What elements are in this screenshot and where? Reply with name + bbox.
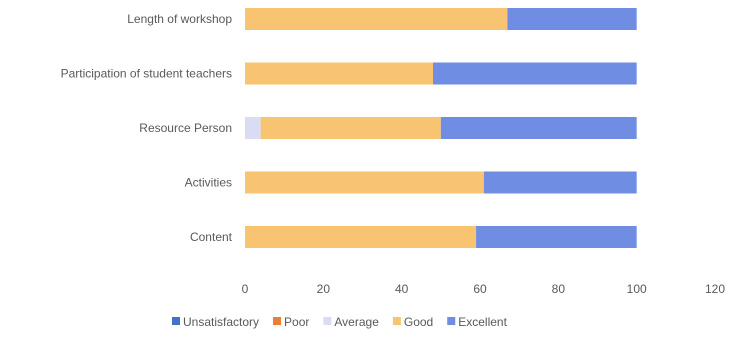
x-tick-label: 40 — [395, 282, 409, 296]
x-tick-label: 0 — [242, 282, 249, 296]
legend-swatch-average — [323, 317, 332, 325]
bar-segment-good — [245, 8, 508, 30]
category-label: Length of workshop — [127, 12, 232, 26]
bar-segment-excellent — [476, 226, 637, 248]
legend-label: Average — [334, 315, 379, 329]
bar-segment-excellent — [483, 171, 637, 194]
legend-label: Unsatisfactory — [183, 315, 259, 329]
legend-swatch-good — [392, 317, 401, 325]
bar-segment-good — [245, 62, 433, 85]
legend-label: Good — [404, 315, 433, 329]
bar-segment-excellent — [433, 62, 637, 85]
bar-segment-good — [260, 117, 441, 139]
category-label: Content — [190, 230, 233, 244]
x-tick-label: 80 — [552, 282, 566, 296]
bar-segment-excellent — [507, 8, 637, 30]
bar-segment-average — [245, 117, 261, 139]
x-tick-label: 60 — [473, 282, 487, 296]
category-label: Resource Person — [139, 121, 232, 135]
legend-swatch-unsatisfactory — [172, 317, 180, 325]
bar-segment-good — [245, 226, 477, 248]
legend: Unsatisfactory Poor Average Good Excellent — [172, 315, 508, 329]
bar-segment-good — [245, 171, 484, 194]
x-tick-label: 20 — [317, 282, 331, 296]
x-tick-label: 120 — [705, 282, 725, 296]
legend-swatch-excellent — [447, 317, 456, 325]
legend-label: Excellent — [458, 315, 507, 329]
bar-segment-excellent — [440, 117, 637, 139]
category-label: Participation of student teachers — [61, 67, 232, 81]
bars — [245, 8, 637, 248]
category-label: Activities — [185, 176, 232, 190]
legend-swatch-poor — [273, 317, 282, 325]
x-tick-label: 100 — [627, 282, 647, 296]
category-labels: Length of workshop Participation of stude… — [61, 12, 233, 244]
legend-label: Poor — [284, 315, 309, 329]
x-axis-tick-labels: 0 20 40 60 80 100 120 — [242, 282, 726, 296]
